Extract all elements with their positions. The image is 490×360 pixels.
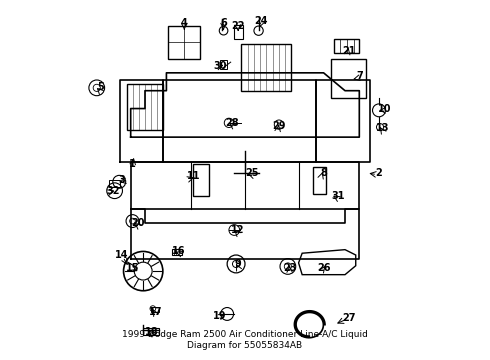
Text: 6: 6 [220, 18, 227, 28]
Text: 31: 31 [331, 191, 344, 201]
Text: 3: 3 [119, 175, 125, 185]
Text: 28: 28 [226, 118, 239, 128]
Text: 17: 17 [149, 307, 163, 317]
Bar [193, 164, 209, 196]
Bar [143, 328, 159, 336]
Text: 2: 2 [375, 168, 382, 178]
Bar [334, 39, 359, 53]
Text: 23: 23 [283, 262, 296, 273]
Text: 30: 30 [213, 61, 227, 71]
Text: 9: 9 [235, 259, 241, 269]
Bar [127, 84, 163, 130]
Text: 1999 Dodge Ram 2500 Air Conditioner Line-A/C Liquid
Diagram for 55055834AB: 1999 Dodge Ram 2500 Air Conditioner Line… [122, 330, 368, 350]
Text: 20: 20 [131, 218, 145, 228]
Text: 25: 25 [245, 168, 259, 178]
Text: 10: 10 [378, 104, 391, 113]
Bar [234, 25, 243, 39]
Text: 19: 19 [213, 311, 227, 321]
Text: 12: 12 [231, 225, 245, 235]
Bar [168, 26, 200, 59]
Text: 24: 24 [254, 16, 268, 26]
Text: 4: 4 [181, 18, 188, 28]
Bar [242, 44, 292, 91]
Text: 29: 29 [272, 121, 286, 131]
Text: 8: 8 [320, 168, 327, 178]
Text: 7: 7 [356, 71, 363, 81]
Text: 26: 26 [317, 262, 330, 273]
Text: 15: 15 [126, 262, 139, 273]
Text: 5: 5 [97, 82, 104, 92]
Text: 21: 21 [342, 46, 355, 57]
Text: 32: 32 [106, 186, 120, 196]
Bar [331, 59, 367, 98]
Text: 22: 22 [231, 21, 245, 31]
Text: 27: 27 [342, 312, 355, 323]
Bar [172, 249, 182, 255]
Text: 13: 13 [376, 123, 389, 133]
Text: 14: 14 [115, 250, 128, 260]
Bar [151, 307, 159, 312]
Text: 18: 18 [146, 327, 159, 337]
Text: 11: 11 [187, 171, 200, 181]
Text: 1: 1 [129, 159, 136, 169]
Bar [313, 167, 326, 194]
Bar [220, 60, 227, 69]
Text: 16: 16 [172, 247, 186, 256]
Bar [109, 180, 120, 187]
